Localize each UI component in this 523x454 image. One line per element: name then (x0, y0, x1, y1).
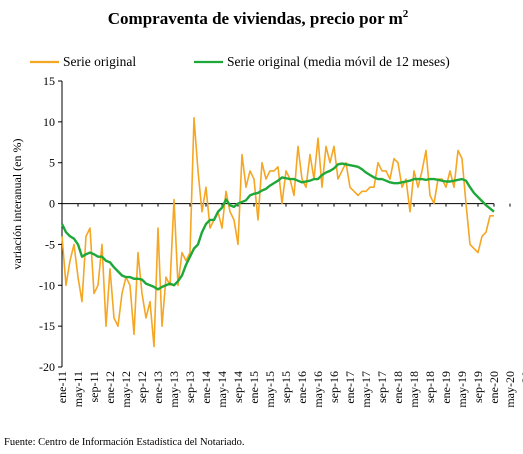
x-tick-label: ene-19 (439, 371, 453, 404)
x-tick-label: sep-14 (231, 371, 245, 403)
legend-label-original: Serie original (63, 54, 136, 69)
x-tick-label: ene-18 (391, 371, 405, 404)
x-tick-label: sep-17 (375, 371, 389, 403)
x-tick-label: may-20 (503, 371, 517, 408)
x-tick-label: ene-12 (103, 371, 117, 404)
x-tick-label: sep-18 (423, 371, 437, 403)
x-tick-label: sep-12 (135, 371, 149, 403)
x-tick-label: ene-20 (487, 371, 501, 404)
x-tick-label: may-15 (263, 371, 277, 408)
x-tick-label: ene-11 (55, 371, 69, 403)
plot-area (60, 116, 495, 348)
y-axis-title: variación interanual (en %) (10, 139, 24, 270)
y-tick-label: 0 (49, 197, 55, 211)
chart-title-main: Compraventa de viviendas, precio por m (108, 9, 403, 28)
x-tick-label: may-13 (167, 371, 181, 408)
x-tick-label: may-17 (359, 371, 373, 408)
series-line-original (61, 116, 494, 348)
x-tick-label: ene-14 (199, 371, 213, 404)
x-tick-label: sep-19 (471, 371, 485, 403)
chart-title-superscript: 2 (403, 8, 409, 20)
x-tick-label: sep-13 (183, 371, 197, 403)
x-tick-label: sep-20 (519, 371, 523, 403)
y-tick-label: -20 (39, 360, 55, 374)
series-line-moving-average (60, 162, 495, 291)
x-tick-label: may-19 (455, 371, 469, 408)
y-tick-label: -5 (45, 237, 55, 251)
x-tick-label: may-14 (215, 371, 229, 408)
x-tick-label: ene-13 (151, 371, 165, 404)
y-tick-label: 15 (43, 74, 55, 88)
x-tick-label: ene-17 (343, 371, 357, 404)
x-tick-label: may-18 (407, 371, 421, 408)
x-tick-label: may-16 (311, 371, 325, 408)
y-tick-label: -10 (39, 278, 55, 292)
legend-label-moving-average: Serie original (media móvil de 12 meses) (227, 54, 450, 69)
y-tick-label: 10 (43, 115, 55, 129)
legend: Serie original Serie original (media móv… (30, 54, 450, 69)
x-tick-label: ene-16 (295, 371, 309, 404)
x-tick-label: sep-11 (87, 371, 101, 403)
x-tick-label: sep-15 (279, 371, 293, 403)
y-tick-label: -15 (39, 319, 55, 333)
x-tick-label: sep-16 (327, 371, 341, 403)
chart-title: Compraventa de viviendas, precio por m2 (108, 8, 409, 28)
x-tick-label: may-12 (119, 371, 133, 408)
x-tick-label: ene-15 (247, 371, 261, 404)
y-tick-label: 5 (49, 156, 55, 170)
x-tick-label: may-11 (71, 371, 85, 407)
source-note: Fuente: Centro de Información Estadístic… (4, 437, 245, 448)
